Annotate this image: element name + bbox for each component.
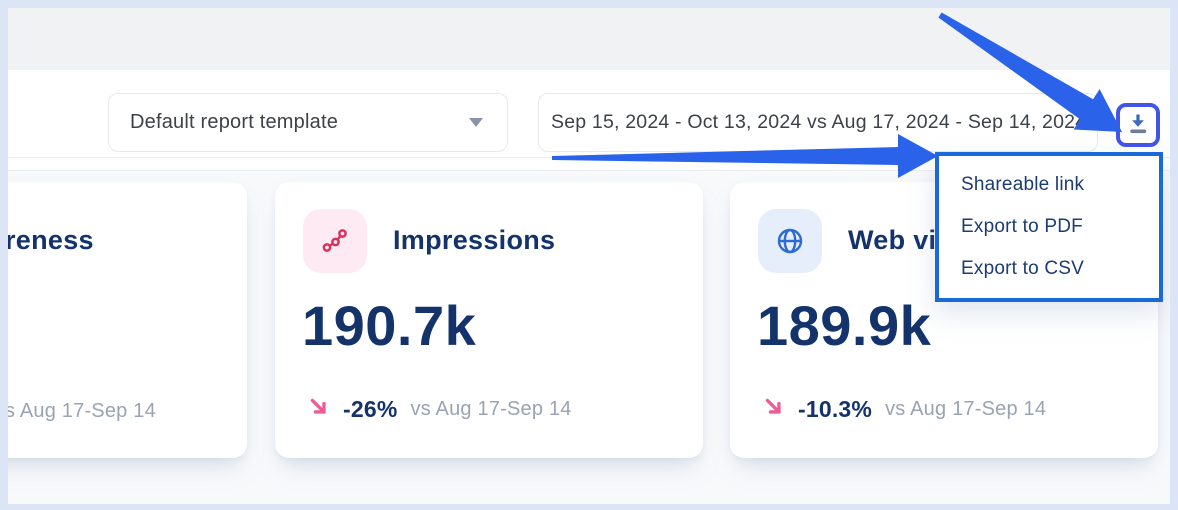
trend-row: -26% vs Aug 17-Sep 14 (308, 394, 572, 424)
card-comparison-fragment: s Aug 17-Sep 14 (8, 400, 156, 422)
date-range-picker[interactable]: Sep 15, 2024 - Oct 13, 2024 vs Aug 17, 2… (538, 93, 1098, 152)
trend-comparison: vs Aug 17-Sep 14 (410, 397, 572, 420)
trend-delta: -26% (343, 395, 398, 422)
trend-row: -10.3% vs Aug 17-Sep 14 (763, 394, 1046, 424)
trend-delta: -10.3% (798, 395, 873, 422)
card-value: 189.9k (757, 294, 932, 357)
card-title: Web vi (848, 225, 937, 255)
report-dashboard: Default report template Sep 15, 2024 - O… (8, 8, 1170, 504)
arrow-down-right-icon (763, 396, 785, 423)
card-value: 190.7k (302, 294, 477, 357)
globe-icon (758, 209, 822, 273)
menu-item-export-csv[interactable]: Export to CSV (961, 258, 1084, 279)
card-title-fragment: reness (8, 225, 94, 255)
trend-comparison: vs Aug 17-Sep 14 (885, 397, 1047, 420)
menu-item-shareable-link[interactable]: Shareable link (961, 174, 1085, 195)
metric-card-impressions: Impressions 190.7k -26% vs Aug 17-Sep 14 (275, 182, 703, 458)
metric-card-awareness: reness s Aug 17-Sep 14 (8, 182, 247, 458)
download-icon (1125, 110, 1151, 141)
top-header-bar (8, 8, 1170, 70)
report-template-select-value: Default report template (130, 111, 339, 133)
card-title: Impressions (393, 225, 556, 255)
menu-item-export-pdf[interactable]: Export to PDF (961, 216, 1083, 237)
date-range-value: Sep 15, 2024 - Oct 13, 2024 vs Aug 17, 2… (551, 111, 1087, 133)
export-button[interactable] (1116, 103, 1160, 147)
export-dropdown-menu: Shareable link Export to PDF Export to C… (935, 152, 1163, 302)
path-nodes-icon (303, 209, 367, 273)
chevron-down-icon (469, 118, 483, 127)
report-template-select[interactable]: Default report template (108, 93, 508, 152)
arrow-down-right-icon (308, 396, 330, 423)
